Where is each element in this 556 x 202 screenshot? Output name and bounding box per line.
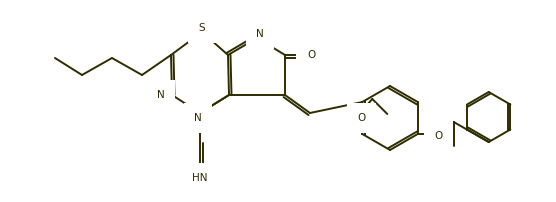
- Text: N: N: [194, 113, 202, 123]
- Text: O: O: [435, 131, 443, 141]
- Text: O: O: [307, 50, 315, 60]
- Text: HN: HN: [192, 173, 208, 183]
- Text: S: S: [198, 23, 205, 33]
- Text: O: O: [357, 113, 365, 123]
- Text: N: N: [157, 90, 165, 100]
- Text: N: N: [256, 29, 264, 39]
